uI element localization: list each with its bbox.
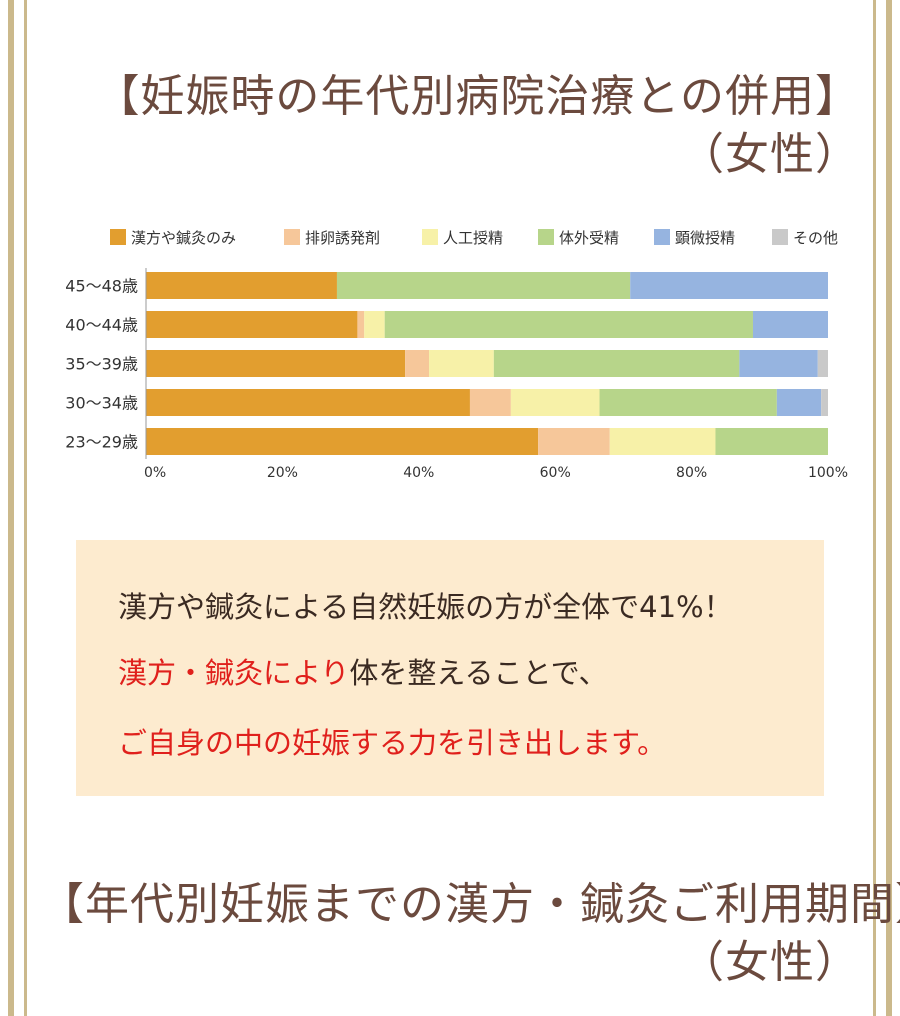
bar-segment (336, 272, 631, 299)
bar-segment (752, 311, 828, 338)
x-tick-label: 80% (676, 465, 707, 481)
section-title-2: 【年代別妊娠までの漢方・鍼灸ご利用期間】 (40, 879, 900, 930)
x-tick-label: 20% (267, 465, 298, 481)
category-label: 45〜48歳 (65, 277, 138, 296)
bar-segment (146, 272, 337, 299)
message-line-2-rest: 体を整えることで、 (349, 656, 608, 690)
bar-segment (146, 350, 406, 377)
bar-segment (357, 311, 365, 338)
bar-segment (364, 311, 385, 338)
message-line-2: 漢方・鍼灸により体を整えることで、 (118, 650, 608, 692)
bar-segment (384, 311, 753, 338)
bar-segment (817, 350, 828, 377)
category-label: 30〜34歳 (65, 394, 138, 413)
legend-swatch (422, 229, 438, 245)
section-title-1: 【妊娠時の年代別病院治療との併用】 (95, 71, 860, 122)
bar-segment (493, 350, 740, 377)
x-tick-label: 0% (144, 465, 166, 481)
bar-segment (510, 389, 600, 416)
legend-swatch (772, 229, 788, 245)
legend-label: 人工授精 (443, 229, 503, 247)
bar-segment (821, 389, 828, 416)
stacked-bar-chart: 漢方や鍼灸のみ 排卵誘発剤 人工授精 体外受精 顕微授精 その他 45〜48歳 40〜44歳 3… (65, 229, 848, 481)
bar-segment (599, 389, 777, 416)
legend-swatch (284, 229, 300, 245)
legend-label: 排卵誘発剤 (305, 229, 380, 247)
message-emphasis: 漢方・鍼灸により (118, 656, 350, 690)
bar-segment (405, 350, 430, 377)
frame-right-outer (886, 0, 892, 1016)
legend-swatch (654, 229, 670, 245)
legend-label: 体外受精 (559, 229, 619, 247)
bar-segment (469, 389, 511, 416)
legend-swatch (538, 229, 554, 245)
frame-right-inner (873, 0, 876, 1016)
frame-left-inner (24, 0, 27, 1016)
legend-label: 顕微授精 (675, 229, 735, 247)
x-tick-label: 40% (403, 465, 434, 481)
bar-segment (739, 350, 818, 377)
frame-left-outer (8, 0, 14, 1016)
message-line-1: 漢方や鍼灸による自然妊娠の方が全体で41%！ (118, 590, 733, 624)
legend-swatch (110, 229, 126, 245)
bar-segment (609, 428, 716, 455)
bar-segment (146, 389, 470, 416)
bar-segment (776, 389, 822, 416)
section-subtitle-1: （女性） (680, 129, 860, 180)
category-label: 35〜39歳 (65, 355, 138, 374)
section-subtitle-2: （女性） (680, 937, 860, 988)
x-tick-label: 100% (808, 465, 848, 481)
bar-segment (146, 428, 539, 455)
bar-segment (630, 272, 828, 299)
bar-segment (429, 350, 494, 377)
legend-label: その他 (793, 229, 838, 247)
bar-segment (146, 311, 358, 338)
bar-segment (715, 428, 828, 455)
message-box: 漢方や鍼灸による自然妊娠の方が全体で41%！ 漢方・鍼灸により体を整えることで、… (76, 540, 824, 796)
message-line-3: ご自身の中の妊娠する力を引き出します。 (118, 726, 667, 760)
bar-segment (538, 428, 610, 455)
legend-label: 漢方や鍼灸のみ (131, 229, 236, 247)
category-label: 40〜44歳 (65, 316, 138, 335)
x-tick-label: 60% (540, 465, 571, 481)
category-label: 23〜29歳 (65, 433, 138, 452)
